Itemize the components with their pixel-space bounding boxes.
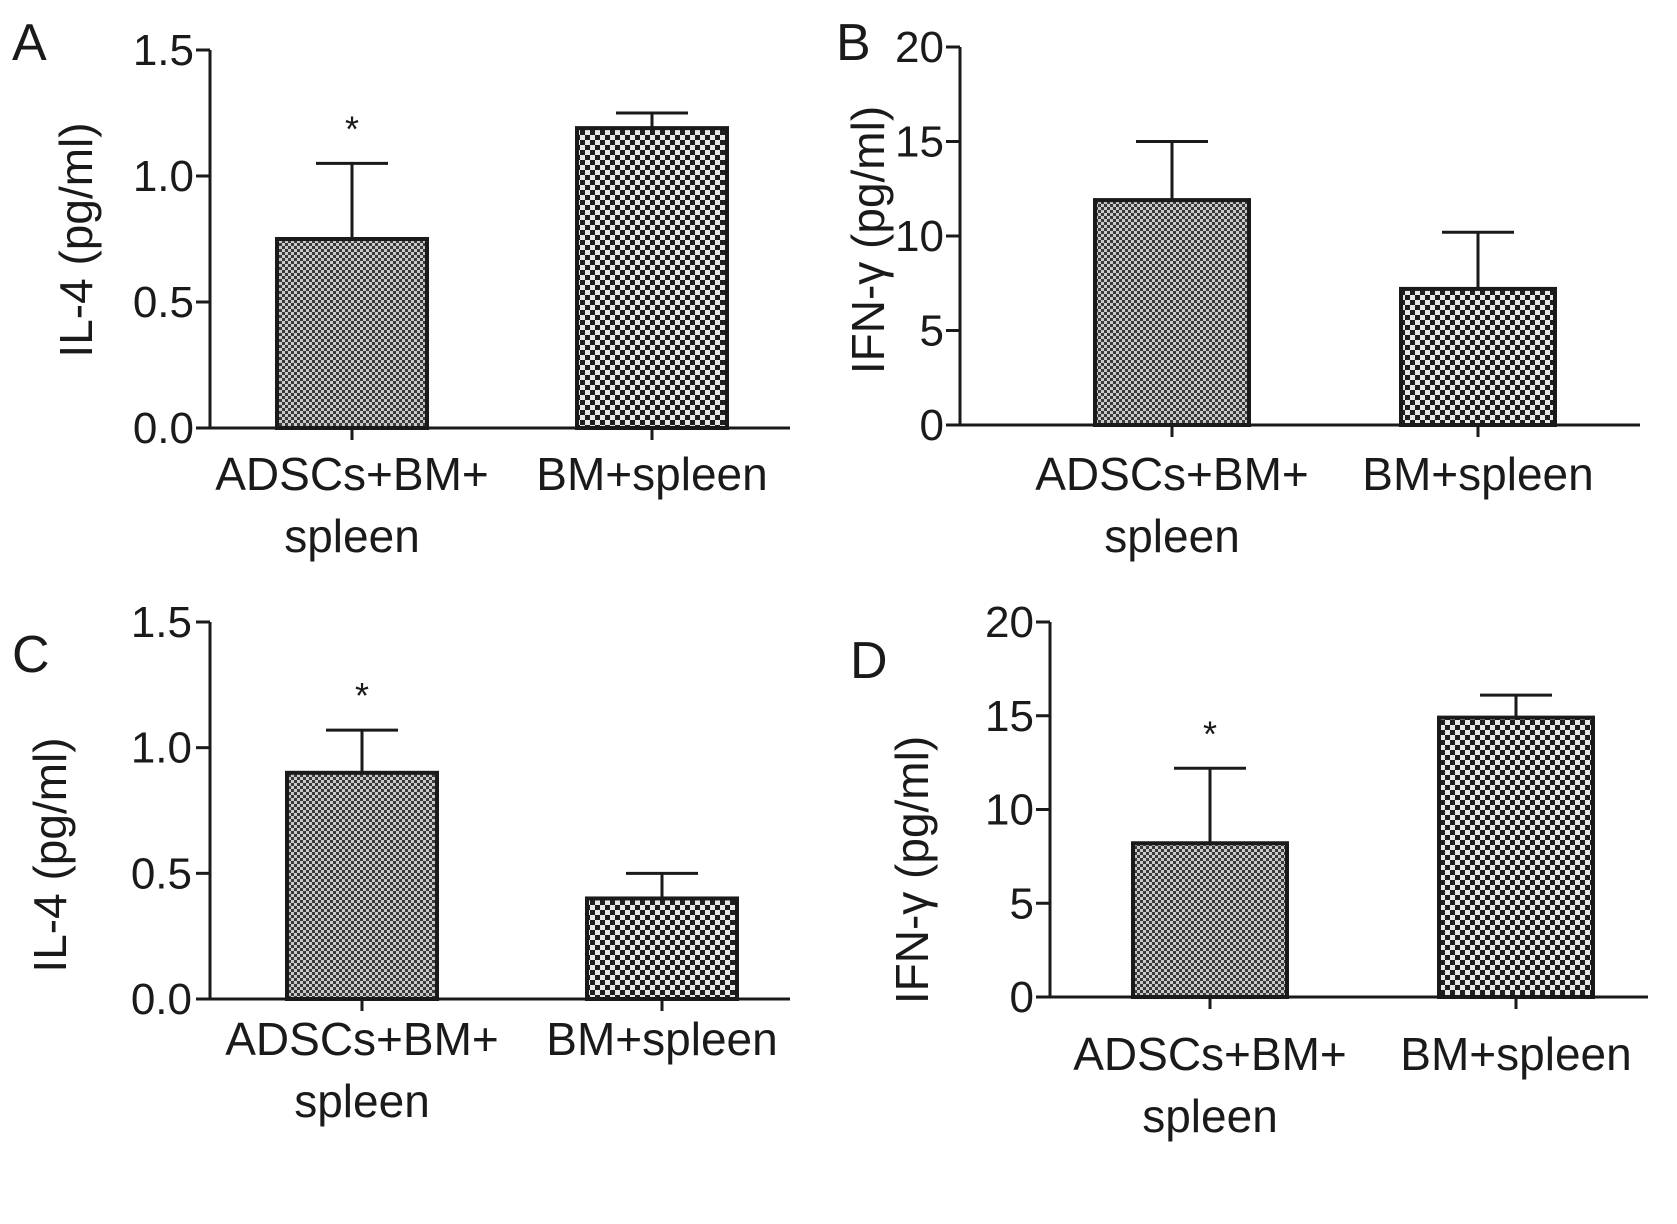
x-category-label: BM+spleen [536,448,767,500]
panel-c: C IL-4 (pg/ml) 0.0 0.5 1.0 1.5 * ADSCs+BM+ spl… [12,598,790,1127]
y-axis-title: IFN-γ (pg/ml) [886,736,938,1004]
y-tick-label: 5 [1010,879,1034,928]
panel-letter: A [12,14,47,72]
panel-letter: B [836,14,871,72]
bar [1131,841,1289,999]
y-tick-label: 15 [985,692,1034,741]
y-axis-title: IFN-γ (pg/ml) [842,106,894,374]
significance-marker: * [355,675,369,716]
y-tick-label: 0.0 [131,975,192,1024]
significance-marker: * [1203,713,1217,754]
y-tick-label: 10 [895,212,944,261]
y-tick-label: 10 [985,786,1034,835]
y-tick-label: 1.5 [133,26,194,75]
y-tick-label: 1.5 [131,598,192,647]
panel-letter: C [12,626,50,684]
y-tick-label: 20 [895,23,944,72]
bar [575,126,729,430]
y-tick-label: 0 [1010,973,1034,1022]
x-category-label: spleen [1142,1090,1278,1142]
bar [285,770,439,1001]
panel-letter: D [850,632,888,690]
y-tick-label: 1.0 [133,152,194,201]
panel-d: D IFN-γ (pg/ml) 0 5 10 15 20 * ADSCs+BM+ spleen… [850,598,1648,1142]
x-category-label: ADSCs+BM+ [215,448,489,500]
y-axis-title: IL-4 (pg/ml) [24,737,76,972]
bar [585,896,739,1002]
bar [275,237,429,430]
x-category-label: spleen [294,1075,430,1127]
y-axis-title: IL-4 (pg/ml) [50,122,102,357]
y-tick-label: 5 [920,307,944,356]
x-category-label: spleen [1104,510,1240,562]
y-tick-label: 20 [985,598,1034,647]
x-category-label: ADSCs+BM+ [225,1013,499,1065]
x-category-label: BM+spleen [546,1013,777,1065]
y-tick-label: 0.5 [133,278,194,327]
x-category-label: ADSCs+BM+ [1035,448,1309,500]
x-category-label: ADSCs+BM+ [1073,1028,1347,1080]
x-category-label: BM+spleen [1362,448,1593,500]
plot-area: 0 5 10 15 20 ADSCs+BM+ spleen BM+spleen [895,23,1640,562]
panel-a: A IL-4 (pg/ml) 0.0 0.5 1.0 1.5 * ADSCs+BM+ spl… [12,14,790,562]
x-category-label: BM+spleen [1400,1028,1631,1080]
bar [1399,286,1557,428]
y-tick-label: 0.5 [131,849,192,898]
bar [1437,715,1595,999]
bar [1093,198,1251,427]
x-category-label: spleen [284,510,420,562]
plot-area: 0.0 0.5 1.0 1.5 * ADSCs+BM+ spleen BM+spleen [131,598,790,1127]
significance-marker: * [345,108,359,149]
panel-b: B IFN-γ (pg/ml) 0 5 10 15 20 ADSCs+BM+ spleen B… [836,14,1640,562]
y-tick-label: 0.0 [133,404,194,453]
y-tick-label: 0 [920,401,944,450]
y-tick-label: 15 [895,118,944,167]
y-tick-label: 1.0 [131,724,192,773]
plot-area: 0.0 0.5 1.0 1.5 * ADSCs+BM+ spleen BM+spleen [133,26,790,562]
plot-area: 0 5 10 15 20 * ADSCs+BM+ spleen BM+spleen [985,598,1648,1142]
